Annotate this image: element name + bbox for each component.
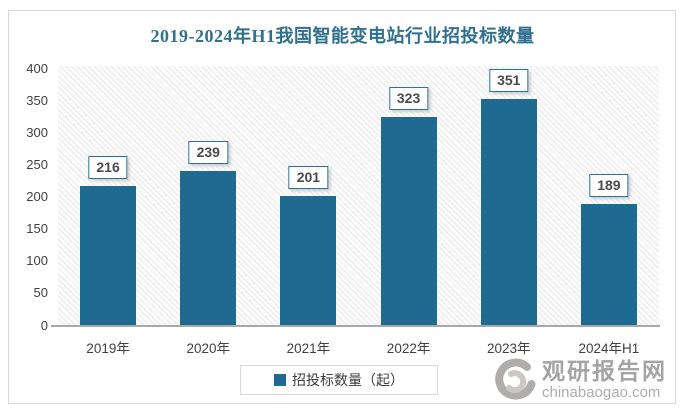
x-axis-line: [51, 325, 660, 327]
y-tick-label: 300: [26, 124, 48, 140]
bar-value-label: 216: [88, 156, 128, 180]
bar-value-label: 201: [288, 165, 329, 189]
bar-value-label: 351: [489, 69, 529, 93]
plot-area-background: [58, 66, 659, 325]
bar-value-label: 239: [188, 141, 228, 165]
y-tick-label: 150: [26, 221, 48, 237]
watermark-logo-icon: [495, 358, 536, 400]
y-tick-label: 400: [26, 60, 48, 76]
bar: [380, 117, 437, 325]
bar: [180, 171, 237, 325]
bar-value-label: 323: [388, 87, 429, 111]
x-tick-label: 2021年: [286, 341, 331, 356]
watermark-brand: 观研报告网: [542, 358, 667, 384]
x-tick-label: 2024年H1: [578, 341, 640, 356]
y-tick-label: 50: [33, 285, 48, 301]
bar: [480, 99, 537, 325]
bar: [80, 186, 137, 325]
x-tick-label: 2023年: [486, 341, 531, 356]
watermark-domain: chinabaogao.com: [542, 384, 661, 401]
watermark: 观研报告网 chinabaogao.com: [493, 358, 667, 402]
x-tick-label: 2019年: [86, 341, 130, 356]
y-tick-label: 350: [26, 92, 48, 108]
bar-value-label: 189: [589, 173, 629, 197]
legend: 招投标数量（起）: [240, 365, 438, 395]
x-tick-label: 2020年: [186, 341, 231, 356]
chart-title: 2019-2024年H1我国智能变电站行业招投标数量: [150, 26, 535, 46]
y-tick-label: 250: [26, 156, 48, 172]
legend-swatch-icon: [274, 374, 286, 386]
y-tick-label: 100: [26, 253, 48, 269]
legend-label: 招投标数量（起）: [292, 372, 404, 388]
bar: [580, 203, 637, 325]
y-tick-label: 200: [26, 189, 48, 204]
bar: [280, 195, 337, 325]
x-tick-label: 2022年: [386, 341, 431, 356]
y-tick-label: 0: [40, 317, 48, 333]
